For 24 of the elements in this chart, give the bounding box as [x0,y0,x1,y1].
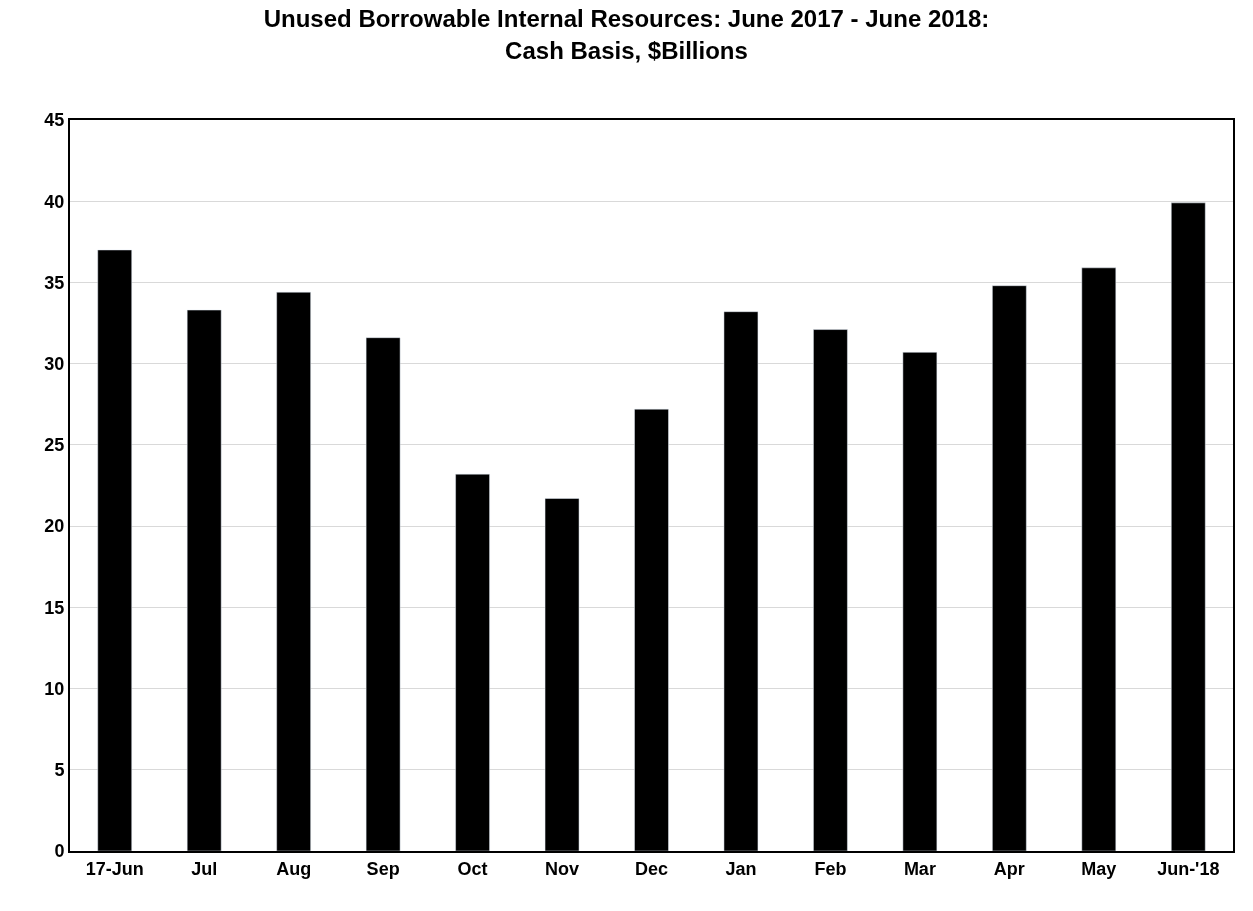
x-tick-label: Jun-'18 [1157,858,1220,879]
x-tick-label: Dec [634,858,669,879]
y-tick-label: 15 [44,597,65,618]
y-tick-label: 40 [44,191,65,212]
y-tick-label: 25 [44,435,65,456]
x-tick-label: Apr [993,858,1025,879]
y-tick-label: 0 [54,841,65,862]
x-tick-label: 17-Jun [85,858,144,879]
x-tick-label: Jul [191,858,218,879]
x-tick-label: May [1081,858,1117,879]
y-tick-label: 10 [44,678,65,699]
x-tick-label: Mar [903,858,936,879]
y-tick-label: 45 [44,110,65,131]
y-tick-label: 5 [54,760,65,781]
y-tick-label: 35 [44,272,65,293]
y-tick-label: 30 [44,353,65,374]
x-tick-label: Feb [814,858,847,879]
y-tick-label: 20 [44,516,65,537]
x-tick-label: Aug [276,858,312,879]
x-tick-label: Jan [725,858,757,879]
chart-title: Unused Borrowable Internal Resources: June 2017 - June 2018: Cash Basis, $Billions [263,5,990,64]
x-tick-label: Sep [366,858,400,879]
x-tick-label: Oct [457,858,488,879]
x-tick-label: Nov [545,858,580,879]
